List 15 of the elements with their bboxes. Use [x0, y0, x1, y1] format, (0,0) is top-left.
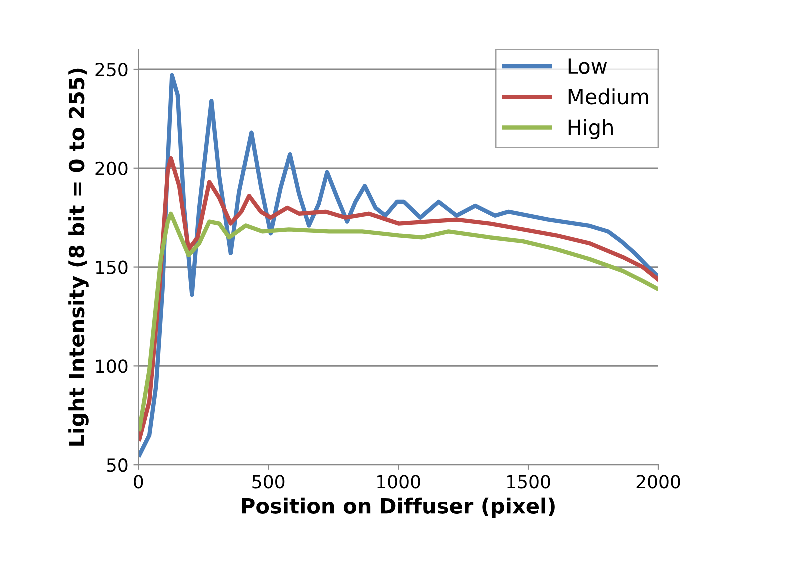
- y-tick-label: 100: [96, 360, 128, 374]
- y-tick-label: 250: [96, 62, 128, 77]
- x-tick-label: 1000: [378, 475, 420, 489]
- legend-label: Medium: [568, 88, 648, 105]
- y-tick-label: 200: [96, 162, 128, 176]
- x-tick-label: 500: [252, 475, 285, 489]
- x-tick-label: 2000: [636, 475, 680, 489]
- x-tick-label: 1500: [508, 475, 550, 489]
- x-axis-title: Position on Diffuser (pixel): [242, 498, 555, 518]
- y-tick-label: 50: [107, 458, 128, 472]
- legend-label: High: [568, 119, 613, 140]
- legend-label: Low: [568, 58, 608, 74]
- y-axis-title: Light Intensity (8 bit = 0 to 255): [68, 68, 89, 446]
- y-tick-label: 150: [96, 260, 128, 274]
- x-tick-label: 0: [134, 475, 144, 489]
